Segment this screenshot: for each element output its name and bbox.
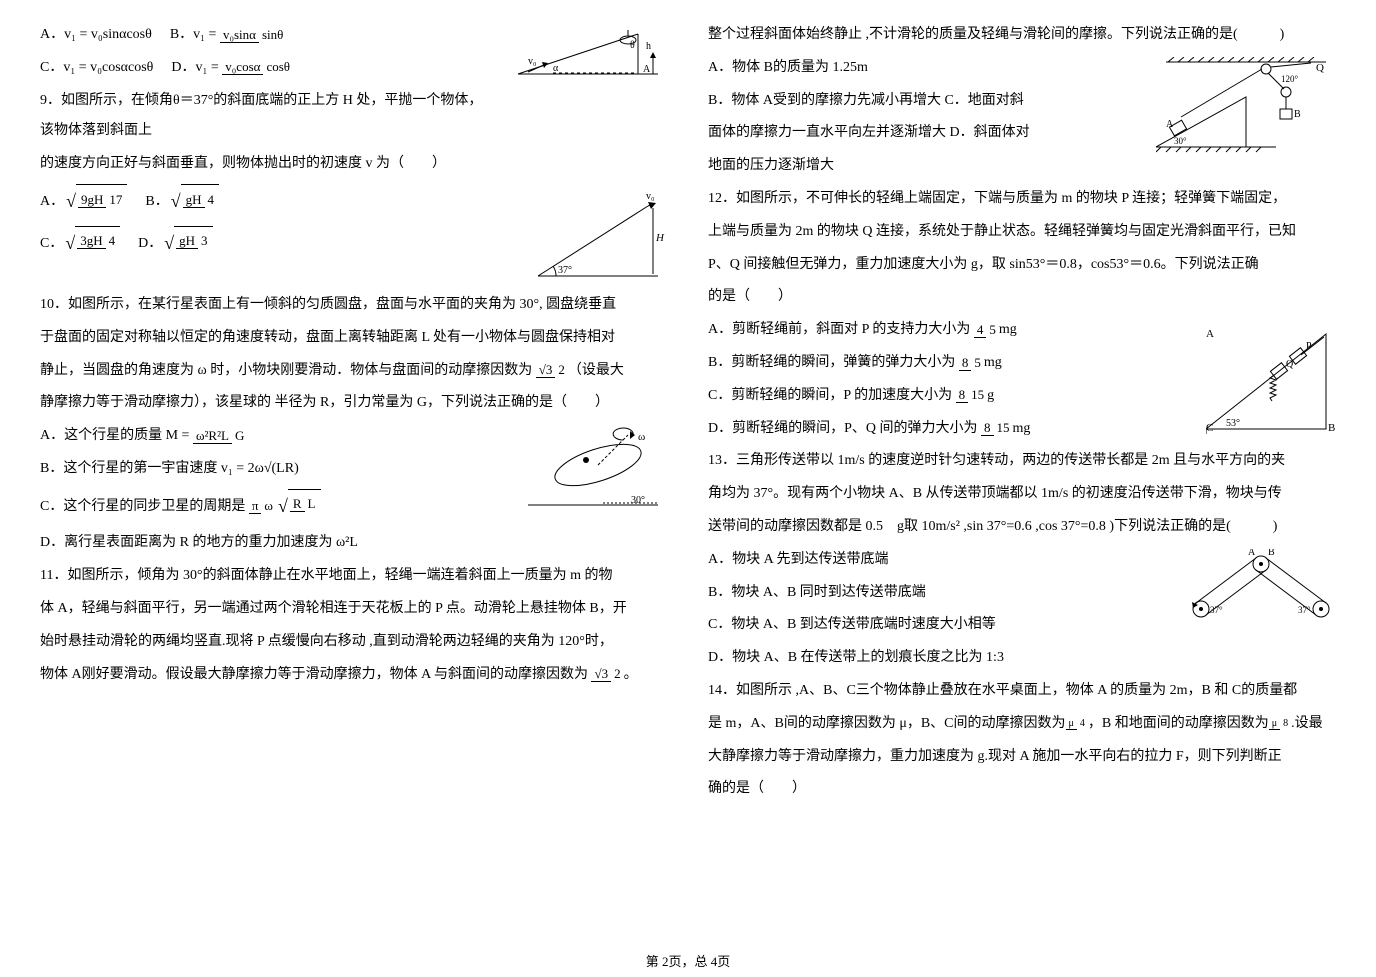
svg-text:B: B [1294,109,1301,120]
q8-optB: B．v₁ = v₀sinαsinθ [170,20,287,51]
q9-optB: B．gH4 [145,182,219,222]
svg-text:120°: 120° [1281,74,1299,84]
svg-text:θ: θ [630,40,635,51]
svg-text:B: B [1328,422,1335,434]
q8-optD: D．v₁ = v₀cosαcosθ [171,53,293,84]
svg-text:37°: 37° [1298,605,1311,615]
svg-text:A: A [643,64,651,75]
svg-text:A: A [1206,328,1214,340]
svg-text:A: A [1248,549,1256,558]
svg-text:37°: 37° [1210,605,1223,615]
svg-text:Q: Q [1316,62,1324,74]
q10-stem4: 静摩擦力等于滑动摩擦力），该星球的 半径为 R，引力常量为 G，下列说法正确的是… [40,388,668,419]
q9-optC: C．3gH4 [40,224,120,264]
right-column: 整个过程斜面体始终静止 ,不计滑轮的质量及轻绳与滑轮间的摩擦。下列说法正确的是(… [708,20,1336,940]
q9-rowAB: A．9gH17 B．gH4 [40,182,520,222]
q12-stem3: P、Q 间接触但无弹力，重力加速度大小为 g，取 sin53°＝0.8，cos5… [708,250,1336,281]
svg-text:h: h [646,41,651,52]
svg-text:v₀: v₀ [646,191,655,202]
q12-stem2: 上端与质量为 2m 的物块 Q 连接，系统处于静止状态。轻绳轻弹簧均与固定光滑斜… [708,217,1336,248]
q9-optD: D．gH3 [138,224,212,264]
svg-text:α: α [553,63,559,74]
q12-stem4: 的是（ ） [708,282,1336,313]
q14-stem3: 大静摩擦力等于滑动摩擦力，重力加速度为 g.现对 A 施加一水平向右的拉力 F，… [708,742,1336,773]
svg-text:C: C [1206,422,1213,434]
q9-stem1: 9．如图所示，在倾角θ＝37°的斜面底端的正上方 H 处，平抛一个物体，该物体落… [40,86,668,148]
q11-stem4: 物体 A刚好要滑动。假设最大静摩擦力等于滑动摩擦力，物体 A 与斜面间的动摩擦因… [40,660,668,691]
q10-optD: D．离行星表面距离为 R 的地方的重力加速度为 ω²L [40,528,668,559]
svg-text:53°: 53° [1226,418,1240,429]
svg-text:P: P [1306,341,1312,352]
svg-text:30°: 30° [631,495,645,506]
svg-text:A: A [1166,119,1174,130]
figure-q10: ω 30° [518,425,668,515]
figure-q12: 53° P Q A C B [1206,319,1336,439]
q14-stem1: 14．如图所示 ,A、B、C三个物体静止叠放在水平桌面上，物体 A 的质量为 2… [708,676,1336,707]
left-column: A h θ v₀ α A．v₁ = v₀sinαcosθ B．v₁ = v₀si… [40,20,668,940]
svg-text:H: H [655,232,665,244]
q14-stem2: 是 m，A、B间的动摩擦因数为 μ，B、C间的动摩擦因数为μ4，B 和地面间的动… [708,709,1336,740]
figure-q8: A h θ v₀ α [498,24,668,84]
svg-text:37°: 37° [558,265,572,276]
q10-stem1: 10．如图所示，在某行星表面上有一倾斜的匀质圆盘，盘面与水平面的夹角为 30°,… [40,290,668,321]
svg-text:ω: ω [638,431,645,443]
q11-stem2: 体 A，轻绳与斜面平行，另一端通过两个滑轮相连于天花板上的 P 点。动滑轮上悬挂… [40,594,668,625]
q11-stem1: 11．如图所示，倾角为 30°的斜面体静止在水平地面上，轻绳一端连着斜面上一质量… [40,561,668,592]
q11-stem3: 始时悬挂动滑轮的两绳均竖直.现将 P 点缓慢向右移动 ,直到动滑轮两边轻绳的夹角… [40,627,668,658]
q12-stem1: 12．如图所示，不可伸长的轻绳上端固定，下端与质量为 m 的物块 P 连接；轻弹… [708,184,1336,215]
page-footer: 第 2页，总 4页 [40,948,1336,977]
svg-text:Q: Q [1286,359,1294,370]
q8-optA: A．v₁ = v₀sinαcosθ [40,20,152,51]
figure-q11: Q 120° B A 30° [1156,57,1336,157]
figure-q9: v₀ H 37° [528,186,668,286]
q8-row2: C．v₁ = v₀cosαcosθ D．v₁ = v₀cosαcosθ [40,53,490,84]
q11c-stem: 整个过程斜面体始终静止 ,不计滑轮的质量及轻绳与滑轮间的摩擦。下列说法正确的是(… [708,20,1336,51]
svg-text:B: B [1268,549,1275,558]
q13-optD: D．物块 A、B 在传送带上的划痕长度之比为 1:3 [708,643,1336,674]
q8-optC: C．v₁ = v₀cosαcosθ [40,53,153,84]
q8-row1: A．v₁ = v₀sinαcosθ B．v₁ = v₀sinαsinθ [40,20,490,51]
figure-q13: A B 37° 37° [1186,549,1336,624]
q9-optA: A．9gH17 [40,182,127,222]
q13-stem1: 13．三角形传送带以 1m/s 的速度逆时针匀速转动，两边的传送带长都是 2m … [708,446,1336,477]
q10-stem3: 静止，当圆盘的角速度为 ω 时，小物块刚要滑动．物体与盘面间的动摩擦因数为 √3… [40,356,668,387]
svg-text:30°: 30° [1174,136,1187,146]
q13-stem3: 送带间的动摩擦因数都是 0.5 g取 10m/s² ,sin 37°=0.6 ,… [708,512,1336,543]
q10-stem2: 于盘面的固定对称轴以恒定的角速度转动，盘面上离转轴距离 L 处有一小物体与圆盘保… [40,323,668,354]
q13-stem2: 角均为 37°。现有两个小物块 A、B 从传送带顶端都以 1m/s 的初速度沿传… [708,479,1336,510]
svg-text:v₀: v₀ [528,56,537,67]
q14-stem4: 确的是（ ） [708,774,1336,805]
q9-stem2: 的速度方向正好与斜面垂直，则物体抛出时的初速度 v 为（ ） [40,149,668,180]
q9-rowCD: C．3gH4 D．gH3 [40,224,520,264]
